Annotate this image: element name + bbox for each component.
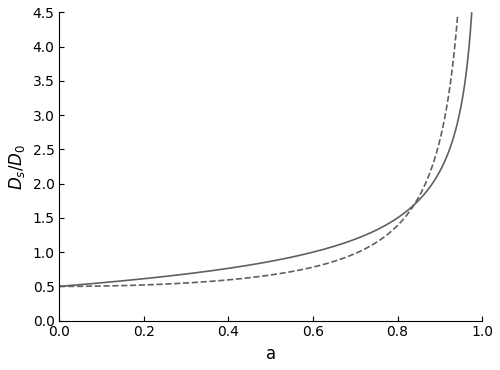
Y-axis label: $D_s/D_0$: $D_s/D_0$ xyxy=(7,143,27,190)
X-axis label: a: a xyxy=(266,345,276,363)
